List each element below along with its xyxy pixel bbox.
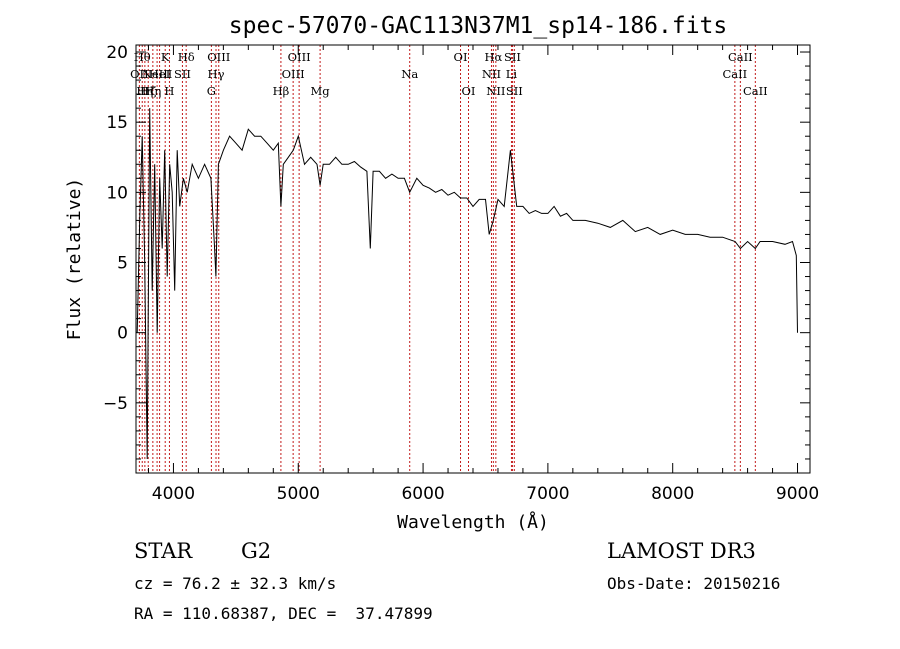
line-marker-label: Hζ [140, 84, 156, 98]
line-marker-label: SII [506, 84, 523, 98]
x-tick-label: 5000 [277, 484, 320, 504]
line-marker-label: Na [401, 67, 418, 81]
line-marker-label: Hη [144, 84, 161, 98]
x-tick-label: 9000 [776, 484, 819, 504]
line-marker-label: OIII [207, 50, 230, 64]
line-marker-label: OI [462, 84, 476, 98]
line-marker-label: Hα [484, 50, 502, 64]
line-marker-label: Hθ [134, 50, 151, 64]
y-axis-ticks: −5 0 5 10 15 20 [103, 43, 810, 460]
line-marker-label: Hβ [273, 84, 290, 98]
line-marker-label: OIII [282, 67, 305, 81]
y-tick-label: 5 [117, 254, 128, 274]
line-markers [138, 45, 756, 473]
line-marker-label: NeIII [142, 67, 173, 81]
spectrum-line [136, 108, 798, 460]
x-axis-ticks: 4000 5000 6000 7000 8000 9000 [147, 45, 819, 504]
line-marker-label: G [207, 84, 216, 98]
y-axis-label: Flux (relative) [64, 178, 85, 341]
line-marker-label: Hγ [208, 67, 225, 81]
line-marker-label: HeI [149, 67, 170, 81]
line-marker-label: OIII [288, 50, 311, 64]
line-marker-label: NII [482, 67, 501, 81]
coordinates: RA = 110.68387, DEC = 37.47899 [134, 604, 433, 623]
line-marker-label: SII [174, 67, 191, 81]
x-tick-label: 4000 [152, 484, 195, 504]
line-marker-label: SII [504, 50, 521, 64]
observation-date: Obs-Date: 20150216 [607, 574, 781, 593]
line-marker-label: NII [486, 84, 505, 98]
line-marker-label: Li [506, 67, 518, 81]
line-marker-label: CaII [728, 50, 753, 64]
redshift-cz: cz = 76.2 ± 32.3 km/s [134, 574, 337, 593]
y-tick-label: 20 [106, 43, 128, 63]
line-marker-label: H [164, 84, 174, 98]
x-tick-label: 6000 [401, 484, 444, 504]
y-tick-label: 0 [117, 324, 128, 344]
line-marker-label: K [161, 50, 170, 64]
line-marker-label: Hδ [178, 50, 195, 64]
chart-title: spec-57070-GAC113N37M1_sp14-186.fits [229, 13, 728, 39]
y-tick-label: −5 [103, 394, 128, 414]
survey-label: LAMOST DR3 [607, 539, 756, 563]
y-tick-label: 10 [106, 183, 128, 203]
line-marker-label: CaII [722, 67, 747, 81]
line-marker-label: OII [130, 67, 149, 81]
line-marker-label: OI [454, 50, 468, 64]
object-class: STAR [134, 539, 193, 563]
line-marker-labels: OIIHθHηHζHηNeIIIHeIKHSIIHδGHγOIIIHβOIIIO… [130, 50, 768, 98]
x-axis-label: Wavelength (Å) [397, 511, 549, 533]
x-tick-label: 8000 [651, 484, 694, 504]
line-marker-label: CaII [743, 84, 768, 98]
x-tick-label: 7000 [526, 484, 569, 504]
y-tick-label: 15 [106, 113, 128, 133]
line-marker-label: Mg [311, 84, 331, 98]
object-subclass: G2 [241, 539, 272, 563]
plot-frame [135, 44, 811, 474]
